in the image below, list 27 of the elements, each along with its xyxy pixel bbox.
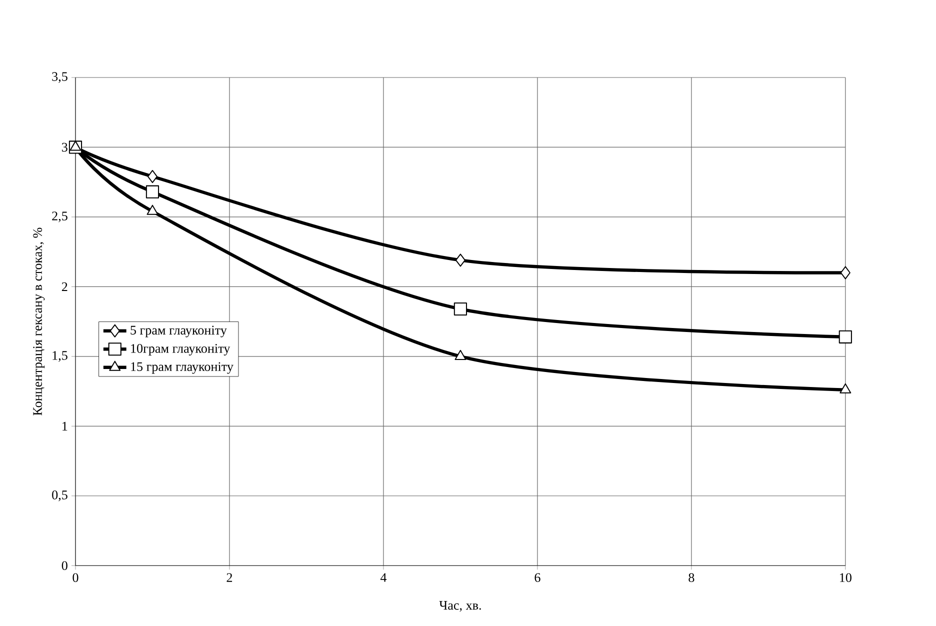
x-axis-title: Час, хв.: [439, 601, 481, 612]
point: [840, 266, 850, 280]
x-tick-label: 2: [226, 573, 232, 582]
y-tick-label: 1,5: [52, 351, 68, 362]
y-tick-label: 3,5: [52, 72, 68, 83]
point: [146, 185, 160, 198]
point: [840, 383, 852, 394]
point: [454, 302, 467, 316]
legend-label: 5 грам глауконіту: [130, 326, 227, 338]
legend-label: 15 грам глауконіту: [131, 362, 234, 374]
legend-label: 10грам глауконіту: [131, 344, 230, 356]
y-tick-label: 0,5: [52, 490, 68, 502]
point: [838, 330, 852, 344]
x-tick-label: 6: [534, 573, 540, 582]
point: [454, 350, 466, 360]
x-tick-label: 0: [72, 573, 78, 582]
y-tick-label: 3: [62, 142, 68, 152]
y-tick-label: 1: [62, 422, 68, 430]
x-tick-label: 8: [688, 573, 694, 582]
point: [147, 170, 158, 184]
y-tick-label: 2: [62, 282, 68, 292]
x-tick-label: 4: [380, 573, 387, 582]
x-tick-label: 10: [840, 573, 852, 582]
y-tick-label: 0: [62, 561, 68, 570]
y-axis-title: Концентрація гексану в стоках, %: [33, 228, 45, 416]
point: [455, 254, 466, 267]
y-tick-label: 2,5: [52, 212, 68, 222]
